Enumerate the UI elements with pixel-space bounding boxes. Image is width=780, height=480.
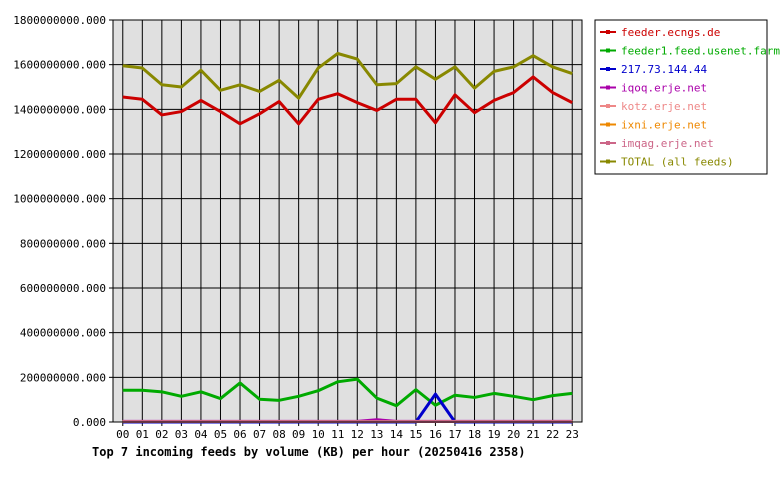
- legend-label: TOTAL (all feeds): [621, 156, 734, 169]
- x-axis-ticks: 00 01 02 03 04 05 06 07 08 09 10 11 12 13 14 15 16 17 18 19…: [116, 422, 579, 441]
- legend-marker: [606, 159, 610, 164]
- legend-marker: [606, 104, 610, 108]
- x-tick-label: 06: [233, 428, 246, 441]
- legend-label: feeder.ecngs.de: [621, 26, 720, 39]
- legend-label: 217.73.144.44: [621, 63, 707, 76]
- x-tick-label: 07: [253, 428, 266, 441]
- y-axis-ticks: 0.000 200000000.000 400000000.000 600000000…: [13, 14, 113, 429]
- legend-label: ixni.erje.net: [621, 119, 707, 132]
- y-tick-label: 1600000000.000: [13, 59, 106, 72]
- x-tick-label: 14: [390, 428, 404, 441]
- legend-marker: [606, 141, 610, 145]
- legend-label: iqoq.erje.net: [621, 82, 707, 95]
- y-tick-label: 1400000000.000: [13, 103, 106, 116]
- x-tick-label: 15: [409, 428, 422, 441]
- chart-caption: Top 7 incoming feeds by volume (KB) per …: [92, 445, 525, 459]
- legend-marker: [606, 30, 610, 34]
- x-tick-label: 22: [546, 428, 559, 441]
- x-tick-label: 09: [292, 428, 305, 441]
- x-tick-label: 20: [507, 428, 520, 441]
- x-tick-label: 18: [468, 428, 481, 441]
- legend-label: kotz.erje.net: [621, 100, 707, 113]
- y-tick-label: 400000000.000: [20, 327, 106, 340]
- x-tick-label: 11: [331, 428, 344, 441]
- x-tick-label: 04: [194, 428, 208, 441]
- x-tick-label: 10: [312, 428, 325, 441]
- x-tick-label: 01: [136, 428, 149, 441]
- x-tick-label: 08: [272, 428, 285, 441]
- x-tick-label: 02: [155, 428, 168, 441]
- y-tick-label: 0.000: [73, 416, 106, 429]
- legend-label: imqag.erje.net: [621, 137, 714, 150]
- legend-marker: [606, 48, 610, 53]
- y-tick-label: 1800000000.000: [13, 14, 106, 27]
- x-tick-label: 16: [429, 428, 442, 441]
- legend: feeder.ecngs.de feeder1.feed.usenet.farm 2…: [594, 19, 780, 175]
- legend-box: [594, 19, 768, 175]
- series-line-1: [122, 75, 573, 126]
- plot-area: [113, 20, 582, 422]
- series-line-2: [122, 377, 573, 408]
- x-tick-label: 13: [370, 428, 383, 441]
- x-tick-label: 12: [351, 428, 364, 441]
- x-tick-label: 03: [175, 428, 188, 441]
- x-tick-label: 17: [448, 428, 461, 441]
- y-tick-label: 1200000000.000: [13, 148, 106, 161]
- x-tick-label: 19: [487, 428, 500, 441]
- legend-marker: [606, 67, 610, 71]
- y-tick-label: 200000000.000: [20, 371, 106, 384]
- legend-marker: [606, 85, 610, 90]
- y-tick-label: 600000000.000: [20, 282, 106, 295]
- series-line-8: [122, 52, 573, 100]
- x-tick-label: 21: [527, 428, 540, 441]
- grid: [113, 19, 582, 423]
- x-tick-label: 00: [116, 428, 129, 441]
- y-tick-label: 800000000.000: [20, 237, 106, 250]
- x-tick-label: 05: [214, 428, 227, 441]
- plot-border: [112, 19, 583, 423]
- x-tick-label: 23: [566, 428, 579, 441]
- y-tick-label: 1000000000.000: [13, 193, 106, 206]
- legend-marker: [606, 122, 610, 127]
- legend-label: feeder1.feed.usenet.farm: [621, 45, 780, 58]
